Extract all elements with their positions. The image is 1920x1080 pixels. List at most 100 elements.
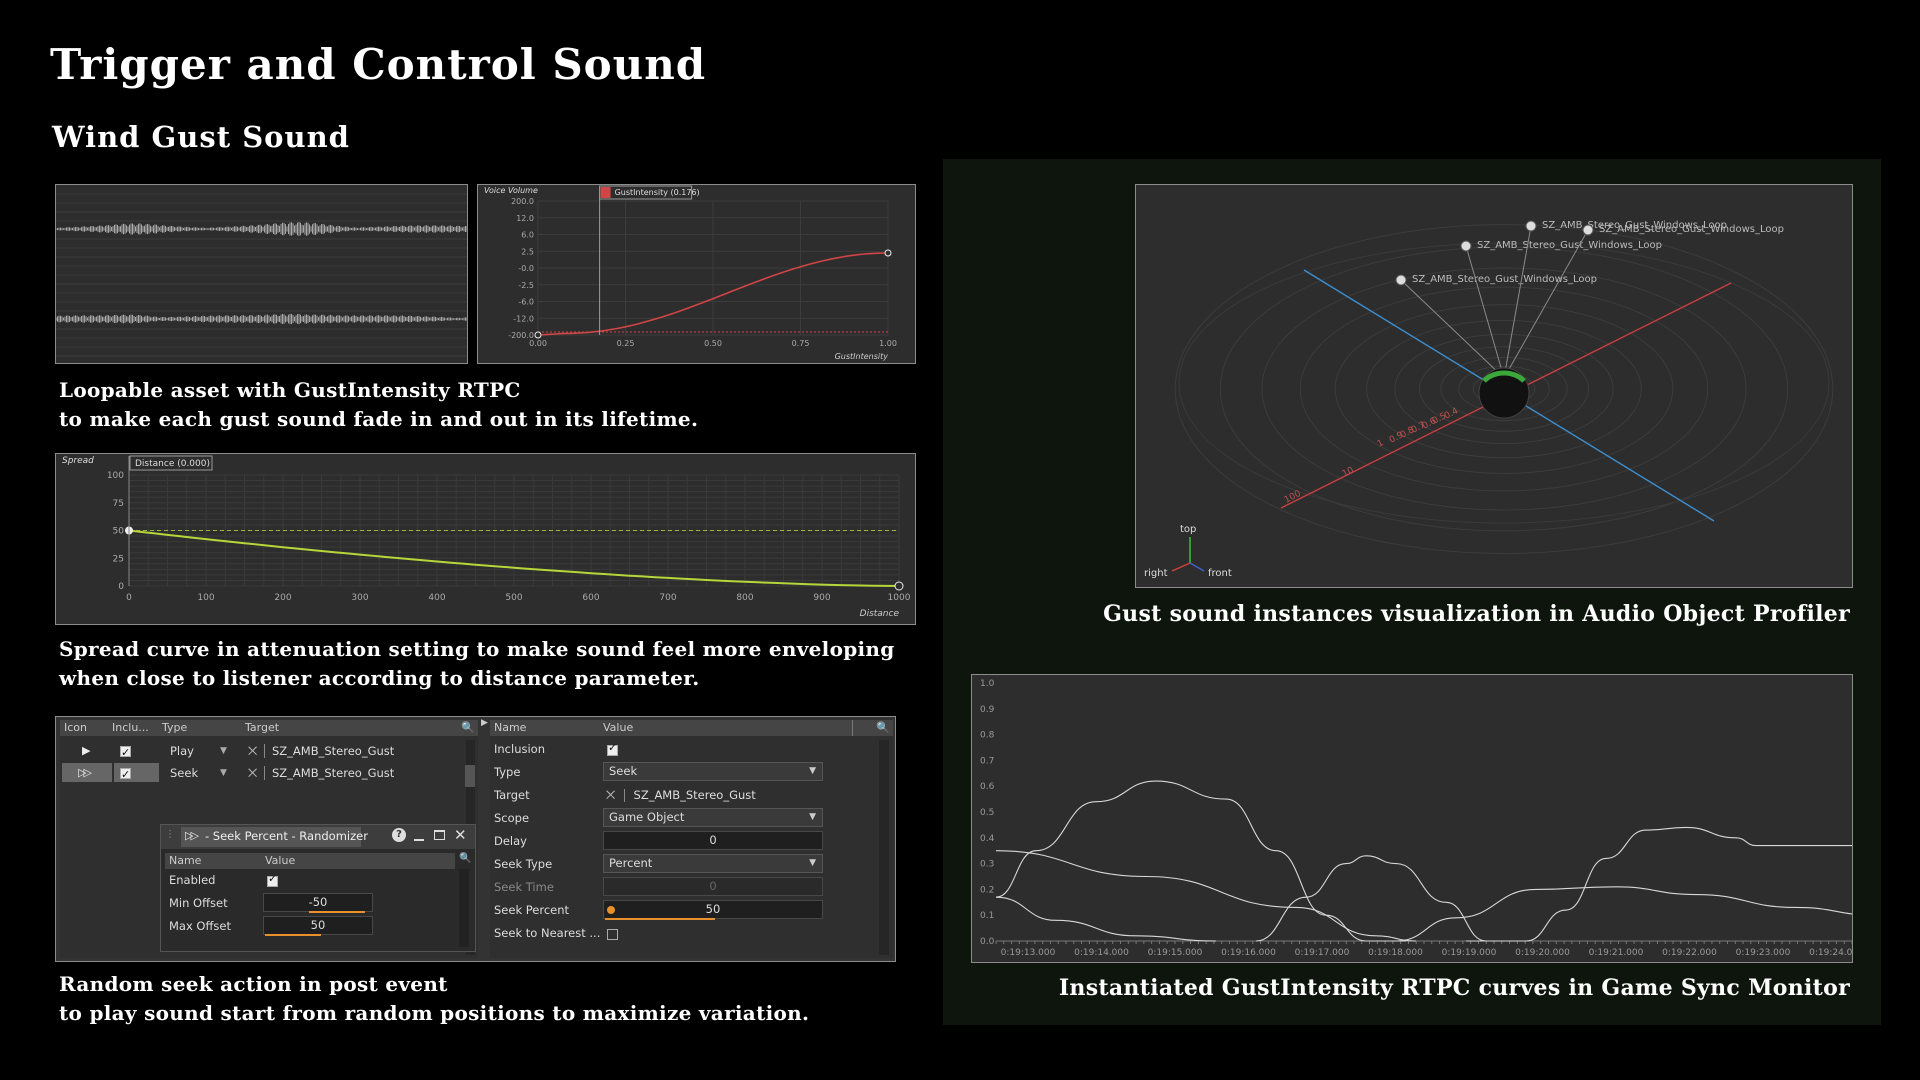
x-tick-label: 0 <box>126 593 132 603</box>
seek-caption: Random seek action in post event to play… <box>59 970 809 1028</box>
seek-time-field[interactable]: 0 <box>603 877 823 896</box>
x-tick-label: 0:19:24.000 <box>1809 948 1852 958</box>
search-icon[interactable]: 🔍 <box>461 721 475 734</box>
x-tick-label: 600 <box>582 593 599 603</box>
x-tick-label: 200 <box>274 593 291 603</box>
type-label: Type <box>494 765 521 779</box>
include-checkbox[interactable] <box>120 762 131 786</box>
search-icon[interactable]: 🔍 <box>459 853 472 864</box>
x-tick-label: 0.75 <box>792 339 810 348</box>
x-tick-label: 0.50 <box>704 339 722 348</box>
randomizer-window: ⋮ ▷▷ - Seek Percent - Randomizer ? ✕ Nam… <box>160 824 476 952</box>
profiler-3d-view[interactable]: SZ_AMB_Stereo_Gust_Windows_Loop SZ_AMB_St… <box>1136 185 1852 587</box>
rtpc-instance-curve <box>1466 826 1852 942</box>
randomizer-titlebar[interactable]: ⋮ ▷▷ - Seek Percent - Randomizer ? ✕ <box>161 825 475 849</box>
x-tick-label: 0:19:23.000 <box>1736 948 1791 958</box>
x-tick-label: 400 <box>428 593 445 603</box>
row-highlight <box>62 763 112 782</box>
seek-caption-line2: to play sound start from random position… <box>59 1001 810 1025</box>
min-offset-slider[interactable] <box>309 911 365 913</box>
chevron-down-icon[interactable]: ▼ <box>220 746 227 756</box>
game-sync-monitor-graph[interactable]: 1.0 0.9 0.8 0.7 0.6 0.5 0.4 0.3 0.2 0.1 0.0 0:19:13… <box>972 675 1852 962</box>
minimize-icon[interactable] <box>414 839 424 841</box>
play-icon: ▶ <box>82 744 91 757</box>
object-icon: ⨉ <box>248 744 258 758</box>
max-offset-slider[interactable] <box>265 934 321 936</box>
speaker-icon <box>1460 240 1472 252</box>
seek-type-dropdown[interactable]: Percent ▼ <box>603 854 823 873</box>
curve-point <box>894 581 904 591</box>
randomizer-indicator[interactable] <box>607 906 615 914</box>
type-dropdown[interactable]: Seek ▼ <box>603 762 823 781</box>
include-checkbox[interactable] <box>120 740 131 764</box>
y-tick-label: 1.0 <box>980 679 995 689</box>
axis-label: 100 <box>1283 489 1303 506</box>
y-axis-title: Voice Volume <box>484 186 538 195</box>
action-row-seek[interactable]: ▷▷ Seek ▼ ⨉ SZ_AMB_Stereo_Gust <box>60 762 460 786</box>
legend-label: GustIntensity (0.176) <box>615 188 700 197</box>
randomizer-tab[interactable] <box>181 827 361 847</box>
action-target[interactable]: SZ_AMB_Stereo_Gust <box>272 766 395 780</box>
seek-nearest-checkbox[interactable] <box>607 927 618 941</box>
instance-line <box>1503 229 1589 379</box>
header-icon: Icon <box>64 721 87 734</box>
spread-caption: Spread curve in attenuation setting to m… <box>59 635 895 693</box>
type-value: Seek <box>609 764 638 778</box>
y-tick-label: 0.1 <box>980 911 994 921</box>
seek-percent-slider[interactable] <box>605 918 715 920</box>
instance-label: SZ_AMB_Stereo_Gust_Windows_Loop <box>1599 224 1784 235</box>
min-offset-field[interactable]: -50 <box>263 893 373 912</box>
x-tick-label: 0:19:20.000 <box>1515 948 1570 958</box>
x-tick-label: 500 <box>505 593 522 603</box>
scrollbar[interactable] <box>459 869 469 947</box>
y-tick-label: 6.0 <box>521 231 534 240</box>
splitter-arrow-icon[interactable]: ▶ <box>481 718 488 728</box>
action-target[interactable]: SZ_AMB_Stereo_Gust <box>272 744 395 758</box>
y-tick-label: 0.9 <box>980 705 995 715</box>
loop-caption: Loopable asset with GustIntensity RTPC t… <box>59 376 698 434</box>
speaker-icon <box>1525 220 1537 232</box>
object-icon: ⨉ <box>248 766 258 780</box>
enabled-checkbox[interactable] <box>267 872 278 888</box>
chevron-down-icon: ▼ <box>809 766 816 776</box>
delay-field[interactable]: 0 <box>603 831 823 850</box>
property-header: Name Value 🔍 <box>490 720 893 736</box>
header-value: Value <box>265 854 296 867</box>
x-tick-label: 0:19:16.000 <box>1221 948 1276 958</box>
y-tick-label: 12.0 <box>516 214 534 223</box>
inclusion-checkbox[interactable] <box>607 741 618 757</box>
actions-list: Icon Inclu... Type Target 🔍 ▶ Play ▼ ⨉ S… <box>60 720 478 958</box>
target-label: Target <box>494 788 530 802</box>
seek-percent-field[interactable]: 50 <box>603 900 823 919</box>
instance-label: SZ_AMB_Stereo_Gust_Windows_Loop <box>1412 274 1597 285</box>
axis-label: 1 <box>1376 438 1386 450</box>
y-tick-label: 75 <box>113 499 124 509</box>
waveform-channel <box>56 222 467 236</box>
y-tick-label: 0.7 <box>980 756 994 766</box>
max-offset-field[interactable]: 50 <box>263 916 373 935</box>
maximize-icon[interactable] <box>434 830 445 840</box>
waveform-channel <box>56 313 467 325</box>
scrollbar[interactable] <box>879 740 889 955</box>
rtpc-graph[interactable]: Voice Volume 200.0 12.0 6.0 2.5 -0.0 -2.5 -6.0 -… <box>478 185 915 363</box>
x-tick-label: 0.25 <box>617 339 635 348</box>
action-type: Seek <box>170 766 199 780</box>
chevron-down-icon[interactable]: ▼ <box>220 768 227 778</box>
close-icon[interactable]: ✕ <box>454 826 467 844</box>
target-field[interactable]: ⨉ SZ_AMB_Stereo_Gust <box>606 784 756 806</box>
monitor-caption: Instantiated GustIntensity RTPC curves i… <box>1058 975 1850 1001</box>
rtpc-instance-curve <box>995 850 1417 942</box>
help-icon[interactable]: ? <box>392 828 406 842</box>
seek-caption-line1: Random seek action in post event <box>59 972 448 996</box>
header-value: Value <box>603 721 634 734</box>
seek-nearest-label: Seek to Nearest ... <box>494 926 601 940</box>
spread-graph[interactable]: Spread 100 75 50 25 00 100 200 300 400 500 600 700 80… <box>56 454 915 624</box>
profiler-caption: Gust sound instances visualization in Au… <box>1103 601 1850 627</box>
scope-dropdown[interactable]: Game Object ▼ <box>603 808 823 827</box>
y-tick-label: 0.6 <box>980 782 995 792</box>
gizmo-right-axis <box>1171 562 1191 572</box>
chevron-down-icon: ▼ <box>809 812 816 822</box>
action-row-play[interactable]: ▶ Play ▼ ⨉ SZ_AMB_Stereo_Gust <box>60 740 460 764</box>
search-icon[interactable]: 🔍 <box>876 721 890 734</box>
scrollbar-thumb[interactable] <box>465 765 475 787</box>
